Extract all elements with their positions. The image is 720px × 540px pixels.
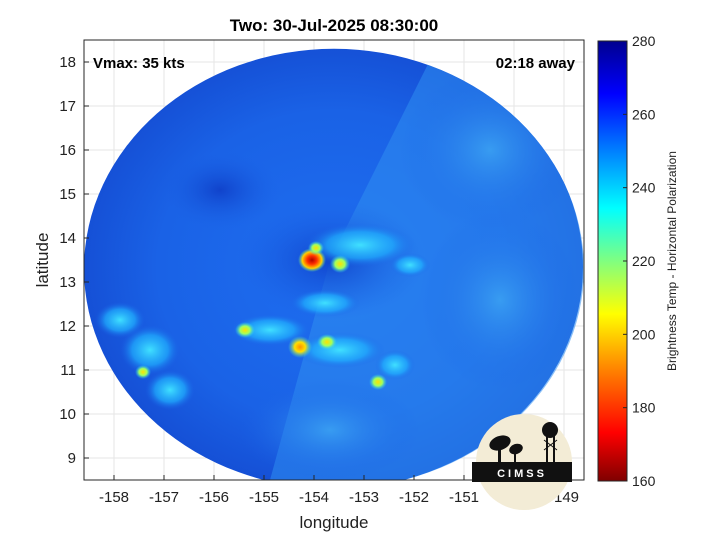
y-tick-label: 11 [60, 362, 76, 379]
cimss-logo-icon: CIMSS [472, 414, 572, 510]
x-tick-label: -153 [349, 489, 379, 506]
y-tick-label: 12 [59, 318, 76, 335]
colorbar-tick-label: 200 [632, 326, 656, 342]
colorbar-tick-label: 280 [632, 33, 656, 49]
x-axis-label: longitude [299, 513, 368, 532]
colorbar-ticks: 280 260 240 220 200 180 160 [623, 33, 656, 489]
x-tick-label: -158 [99, 489, 129, 506]
x-tick-label: -156 [199, 489, 229, 506]
y-axis-label: latitude [33, 233, 52, 288]
x-tick-label: -155 [249, 489, 279, 506]
x-tick-label: -152 [399, 489, 429, 506]
x-tick-label: -151 [449, 489, 479, 506]
y-tick-label: 10 [59, 406, 76, 423]
colorbar-tick-label: 160 [632, 473, 656, 489]
colorbar-tick-label: 240 [632, 180, 656, 196]
y-tick-label: 13 [59, 274, 76, 291]
colorbar-tick-label: 180 [632, 400, 656, 416]
y-tick-label: 17 [59, 98, 76, 115]
away-label: 02:18 away [496, 55, 576, 72]
y-tick-label: 16 [59, 142, 76, 159]
logo-text: CIMSS [497, 468, 547, 480]
colorbar [597, 40, 628, 482]
vmax-label: Vmax: 35 kts [93, 55, 185, 72]
y-tick-label: 15 [59, 186, 76, 203]
x-tick-label: -154 [299, 489, 329, 506]
y-tick-label: 14 [59, 230, 76, 247]
x-tick-label: -157 [149, 489, 179, 506]
colorbar-tick-label: 260 [632, 106, 656, 122]
swath-image [84, 48, 584, 480]
colorbar-tick-label: 220 [632, 253, 656, 269]
y-ticks: 18 17 16 15 14 13 12 11 10 9 [59, 54, 89, 467]
chart-title: Two: 30-Jul-2025 08:30:00 [230, 16, 439, 35]
axes-frame [83, 39, 585, 481]
y-tick-label: 9 [68, 450, 76, 467]
y-tick-label: 18 [59, 54, 76, 71]
colorbar-label: Brightness Temp - Horizontal Polarizatio… [665, 151, 679, 371]
